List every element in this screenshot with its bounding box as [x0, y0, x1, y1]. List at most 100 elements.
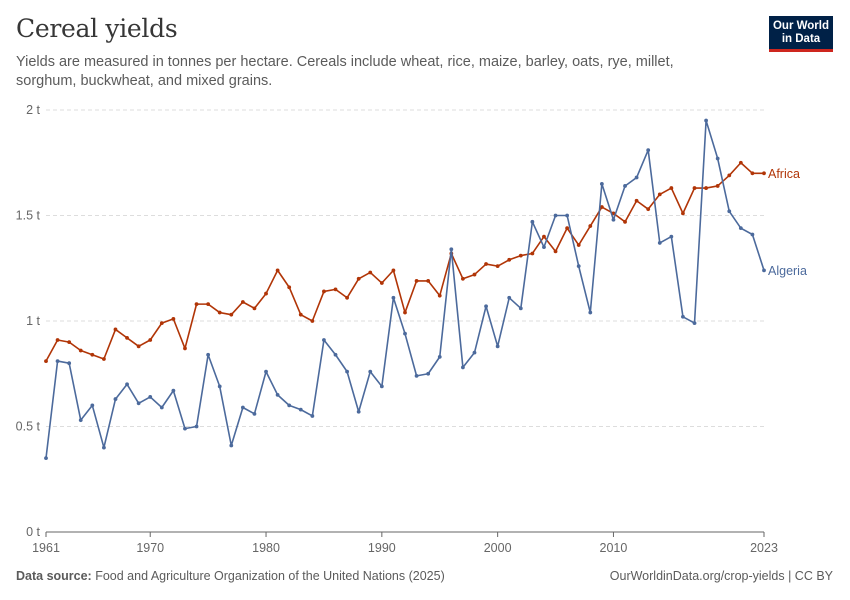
data-point-africa[interactable]	[634, 198, 639, 203]
data-point-africa[interactable]	[565, 226, 570, 231]
data-point-africa[interactable]	[183, 346, 187, 351]
data-point-africa[interactable]	[391, 268, 396, 273]
data-point-algeria[interactable]	[414, 373, 419, 378]
data-point-algeria[interactable]	[275, 392, 280, 397]
data-point-algeria[interactable]	[762, 268, 766, 273]
data-point-algeria[interactable]	[322, 338, 326, 342]
data-point-algeria[interactable]	[194, 424, 199, 429]
owid-logo[interactable]: Our World in Data	[769, 16, 833, 52]
data-point-africa[interactable]	[102, 357, 106, 361]
data-point-algeria[interactable]	[403, 331, 407, 336]
data-point-africa[interactable]	[298, 312, 303, 317]
data-point-algeria[interactable]	[298, 407, 303, 412]
data-point-algeria[interactable]	[646, 148, 651, 152]
data-point-africa[interactable]	[264, 291, 268, 296]
data-point-africa[interactable]	[599, 205, 604, 209]
data-point-algeria[interactable]	[345, 369, 349, 374]
data-point-africa[interactable]	[44, 359, 48, 363]
data-point-algeria[interactable]	[495, 344, 500, 349]
data-point-algeria[interactable]	[530, 219, 535, 224]
data-point-algeria[interactable]	[611, 217, 616, 222]
data-point-africa[interactable]	[379, 281, 384, 285]
series-label-africa[interactable]: Africa	[768, 167, 800, 181]
data-point-africa[interactable]	[588, 224, 593, 228]
data-point-algeria[interactable]	[750, 232, 755, 237]
data-point-africa[interactable]	[657, 192, 662, 197]
data-point-algeria[interactable]	[379, 384, 384, 389]
data-point-algeria[interactable]	[738, 226, 743, 231]
data-point-africa[interactable]	[576, 243, 581, 247]
data-point-algeria[interactable]	[437, 354, 442, 359]
data-point-africa[interactable]	[287, 285, 292, 290]
data-point-algeria[interactable]	[449, 247, 454, 252]
data-point-algeria[interactable]	[206, 352, 211, 357]
data-point-africa[interactable]	[403, 310, 407, 315]
data-point-africa[interactable]	[715, 184, 720, 188]
data-point-algeria[interactable]	[588, 310, 593, 315]
data-point-africa[interactable]	[461, 276, 465, 281]
data-point-africa[interactable]	[240, 300, 245, 304]
data-point-algeria[interactable]	[391, 295, 396, 300]
data-point-africa[interactable]	[542, 234, 546, 239]
data-point-africa[interactable]	[681, 211, 685, 216]
data-point-africa[interactable]	[148, 338, 153, 342]
data-point-africa[interactable]	[727, 173, 732, 178]
data-point-africa[interactable]	[646, 207, 651, 212]
data-point-africa[interactable]	[322, 289, 326, 294]
data-point-algeria[interactable]	[727, 209, 732, 214]
data-point-africa[interactable]	[472, 272, 477, 277]
data-point-algeria[interactable]	[553, 213, 558, 218]
data-point-africa[interactable]	[159, 321, 164, 326]
data-point-algeria[interactable]	[240, 405, 245, 410]
data-point-africa[interactable]	[90, 352, 95, 357]
data-point-algeria[interactable]	[599, 181, 604, 186]
data-point-algeria[interactable]	[657, 241, 662, 245]
data-point-africa[interactable]	[67, 340, 72, 344]
data-point-algeria[interactable]	[102, 445, 106, 450]
data-point-africa[interactable]	[426, 279, 431, 283]
data-point-algeria[interactable]	[55, 359, 60, 363]
data-point-africa[interactable]	[275, 268, 280, 273]
data-point-algeria[interactable]	[692, 321, 697, 326]
data-point-africa[interactable]	[750, 171, 755, 176]
data-point-algeria[interactable]	[426, 371, 431, 376]
data-point-algeria[interactable]	[183, 426, 187, 431]
data-point-africa[interactable]	[484, 262, 488, 266]
data-point-africa[interactable]	[414, 279, 419, 283]
data-point-africa[interactable]	[356, 276, 361, 281]
data-point-africa[interactable]	[217, 310, 222, 315]
data-point-algeria[interactable]	[681, 314, 685, 319]
data-point-africa[interactable]	[495, 264, 500, 269]
data-point-africa[interactable]	[553, 249, 558, 254]
series-line-algeria[interactable]	[45, 119, 765, 459]
data-point-algeria[interactable]	[623, 184, 627, 188]
data-point-algeria[interactable]	[368, 369, 373, 374]
data-point-africa[interactable]	[704, 186, 708, 190]
data-point-africa[interactable]	[229, 312, 234, 317]
data-point-africa[interactable]	[437, 293, 442, 298]
data-point-algeria[interactable]	[472, 350, 477, 355]
data-point-algeria[interactable]	[310, 414, 315, 418]
data-point-algeria[interactable]	[136, 401, 141, 406]
data-point-algeria[interactable]	[484, 304, 488, 309]
data-point-algeria[interactable]	[125, 382, 129, 387]
data-point-africa[interactable]	[623, 219, 627, 224]
data-point-algeria[interactable]	[159, 405, 164, 410]
data-point-africa[interactable]	[252, 306, 257, 311]
data-point-algeria[interactable]	[217, 384, 222, 389]
data-point-algeria[interactable]	[518, 306, 523, 311]
data-point-africa[interactable]	[194, 302, 199, 307]
data-point-africa[interactable]	[368, 270, 373, 275]
data-point-africa[interactable]	[507, 257, 512, 262]
data-point-algeria[interactable]	[229, 443, 234, 448]
data-point-africa[interactable]	[345, 295, 349, 300]
data-point-africa[interactable]	[78, 348, 83, 353]
data-point-africa[interactable]	[530, 251, 535, 256]
data-point-algeria[interactable]	[78, 418, 83, 423]
data-point-africa[interactable]	[113, 327, 118, 332]
data-point-algeria[interactable]	[171, 388, 176, 393]
data-point-africa[interactable]	[310, 319, 315, 323]
data-point-algeria[interactable]	[507, 295, 512, 300]
data-point-algeria[interactable]	[669, 234, 674, 239]
